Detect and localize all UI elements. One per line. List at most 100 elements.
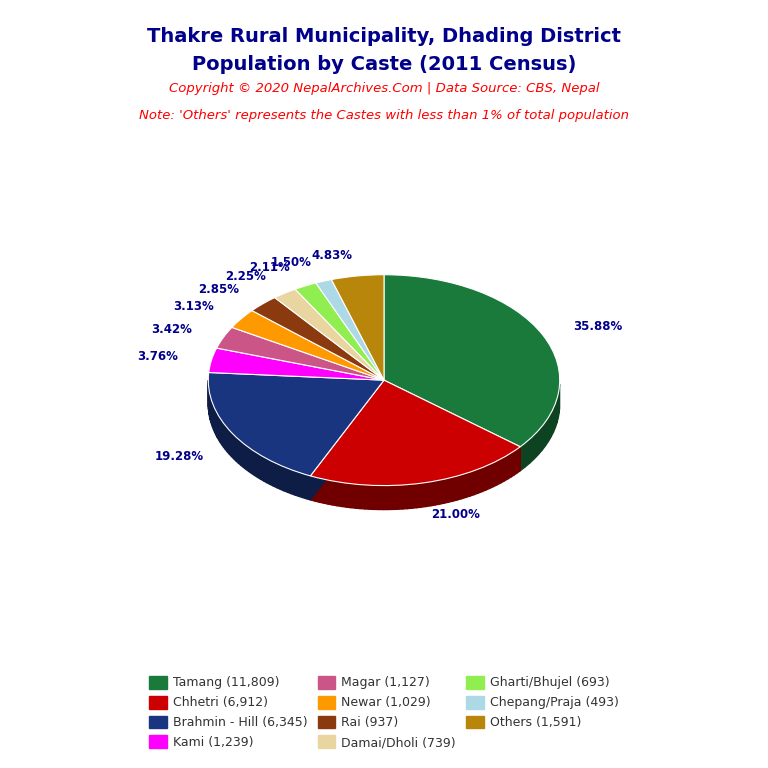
Polygon shape bbox=[449, 477, 453, 502]
Polygon shape bbox=[558, 389, 559, 418]
Polygon shape bbox=[360, 485, 365, 509]
Polygon shape bbox=[351, 484, 356, 508]
Polygon shape bbox=[263, 457, 267, 483]
Polygon shape bbox=[557, 394, 558, 422]
Polygon shape bbox=[310, 476, 315, 501]
Polygon shape bbox=[508, 453, 511, 479]
Polygon shape bbox=[412, 484, 417, 508]
Polygon shape bbox=[435, 480, 439, 505]
Polygon shape bbox=[328, 480, 333, 505]
Polygon shape bbox=[291, 470, 295, 495]
Polygon shape bbox=[243, 443, 247, 469]
Polygon shape bbox=[226, 425, 227, 452]
Text: 3.42%: 3.42% bbox=[151, 323, 192, 336]
Polygon shape bbox=[393, 485, 398, 509]
Polygon shape bbox=[267, 458, 270, 485]
Wedge shape bbox=[209, 348, 384, 380]
Polygon shape bbox=[306, 475, 310, 500]
Polygon shape bbox=[214, 406, 215, 432]
Polygon shape bbox=[236, 437, 238, 463]
Polygon shape bbox=[232, 432, 233, 458]
Polygon shape bbox=[551, 409, 554, 437]
Polygon shape bbox=[346, 483, 351, 508]
Polygon shape bbox=[462, 474, 465, 498]
Polygon shape bbox=[520, 443, 525, 471]
Polygon shape bbox=[474, 469, 478, 495]
Polygon shape bbox=[402, 485, 407, 509]
Wedge shape bbox=[232, 310, 384, 380]
Wedge shape bbox=[252, 297, 384, 380]
Polygon shape bbox=[478, 468, 482, 493]
Polygon shape bbox=[230, 430, 232, 456]
Text: Population by Caste (2011 Census): Population by Caste (2011 Census) bbox=[192, 55, 576, 74]
Wedge shape bbox=[316, 280, 384, 380]
Polygon shape bbox=[212, 401, 213, 428]
Text: 1.50%: 1.50% bbox=[271, 256, 312, 269]
Polygon shape bbox=[511, 451, 514, 477]
Polygon shape bbox=[255, 452, 257, 478]
Polygon shape bbox=[501, 457, 504, 483]
Polygon shape bbox=[319, 478, 323, 503]
Polygon shape bbox=[288, 468, 291, 494]
Polygon shape bbox=[216, 411, 217, 438]
Polygon shape bbox=[260, 455, 263, 481]
Polygon shape bbox=[270, 461, 273, 486]
Polygon shape bbox=[422, 482, 426, 507]
Polygon shape bbox=[280, 465, 284, 491]
Polygon shape bbox=[555, 399, 557, 428]
Polygon shape bbox=[374, 485, 379, 509]
Wedge shape bbox=[275, 290, 384, 380]
Polygon shape bbox=[426, 482, 431, 507]
Polygon shape bbox=[369, 485, 374, 509]
Legend: Tamang (11,809), Chhetri (6,912), Brahmin - Hill (6,345), Kami (1,239), Magar (1: Tamang (11,809), Chhetri (6,912), Brahmi… bbox=[144, 670, 624, 754]
Wedge shape bbox=[384, 275, 560, 447]
Wedge shape bbox=[310, 380, 520, 485]
Polygon shape bbox=[417, 483, 422, 508]
Polygon shape bbox=[233, 435, 236, 461]
Polygon shape bbox=[530, 435, 535, 463]
Text: 35.88%: 35.88% bbox=[574, 319, 623, 333]
Polygon shape bbox=[398, 485, 402, 509]
Polygon shape bbox=[303, 474, 306, 498]
Polygon shape bbox=[213, 403, 214, 430]
Text: 2.25%: 2.25% bbox=[224, 270, 266, 283]
Polygon shape bbox=[548, 413, 551, 442]
Polygon shape bbox=[384, 485, 389, 509]
Polygon shape bbox=[431, 481, 435, 506]
Polygon shape bbox=[486, 465, 490, 490]
Polygon shape bbox=[211, 399, 212, 425]
Polygon shape bbox=[220, 419, 222, 445]
Polygon shape bbox=[315, 477, 319, 502]
Polygon shape bbox=[323, 479, 328, 504]
Polygon shape bbox=[384, 380, 520, 471]
Polygon shape bbox=[222, 421, 223, 447]
Polygon shape bbox=[465, 472, 470, 498]
Text: Thakre Rural Municipality, Dhading District: Thakre Rural Municipality, Dhading Distr… bbox=[147, 27, 621, 46]
Polygon shape bbox=[493, 461, 497, 487]
Text: 4.83%: 4.83% bbox=[311, 250, 353, 263]
Polygon shape bbox=[215, 409, 216, 435]
Polygon shape bbox=[379, 485, 384, 509]
Polygon shape bbox=[407, 485, 412, 508]
Text: 2.11%: 2.11% bbox=[250, 261, 290, 274]
Polygon shape bbox=[497, 459, 501, 485]
Text: 21.00%: 21.00% bbox=[432, 508, 480, 521]
Polygon shape bbox=[273, 462, 277, 488]
Polygon shape bbox=[337, 482, 342, 506]
Polygon shape bbox=[241, 442, 243, 468]
Polygon shape bbox=[223, 423, 226, 449]
Polygon shape bbox=[217, 414, 219, 440]
Polygon shape bbox=[453, 476, 457, 502]
Polygon shape bbox=[342, 482, 346, 507]
Polygon shape bbox=[490, 462, 493, 488]
Wedge shape bbox=[332, 275, 384, 380]
Polygon shape bbox=[219, 416, 220, 442]
Polygon shape bbox=[517, 447, 520, 473]
Polygon shape bbox=[249, 448, 252, 474]
Polygon shape bbox=[457, 475, 462, 500]
Polygon shape bbox=[277, 464, 280, 489]
Polygon shape bbox=[227, 428, 230, 455]
Polygon shape bbox=[439, 479, 444, 504]
Polygon shape bbox=[545, 418, 548, 446]
Polygon shape bbox=[482, 466, 486, 492]
